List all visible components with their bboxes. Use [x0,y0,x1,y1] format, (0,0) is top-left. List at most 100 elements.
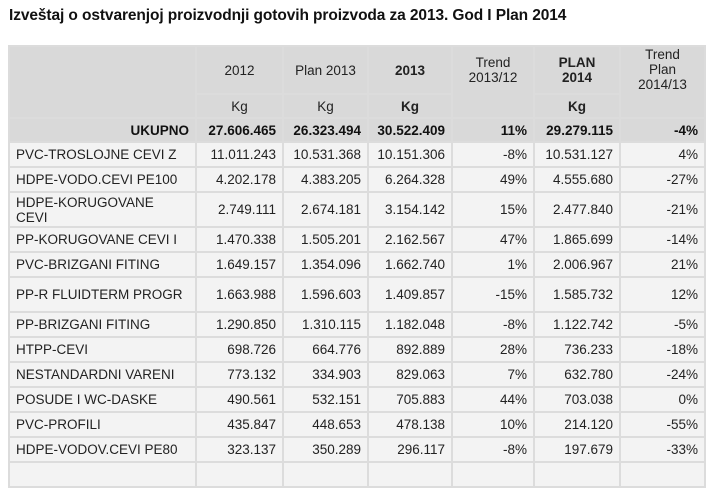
value-plan-2014: 1.585.732 [533,276,621,313]
table-row: HDPE-KORUGOVANE CEVI 2.749.111 2.674.181 3.… [8,191,706,228]
value-plan-2014: 10.531.127 [533,141,621,168]
value-2012: 698.726 [195,336,284,363]
value-plan-2014: 1.865.699 [533,226,621,253]
value-plan-2014: 214.120 [533,411,621,438]
header-2012: 2012 [195,45,284,95]
table-row: POSUDE I WC-DASKE 490.561 532.151 705.883 44… [8,386,706,413]
value-plan-2014: 736.233 [533,336,621,363]
trend-plan-2014-13: 4% [619,141,706,168]
total-row: UKUPNO 27.606.465 26.323.494 30.522.409 … [8,117,706,143]
trend-2013-12 [451,461,535,488]
table-row [8,461,706,488]
value-2013 [367,461,453,488]
value-2013: 1.182.048 [367,311,453,338]
value-2012: 1.663.988 [195,276,284,313]
value-2012: 490.561 [195,386,284,413]
value-plan-2013: 1.596.603 [282,276,369,313]
value-plan-2013: 350.289 [282,436,369,463]
value-plan-2013: 448.653 [282,411,369,438]
value-plan-2013: 664.776 [282,336,369,363]
value-2012: 4.202.178 [195,166,284,193]
trend-plan-2014-13: -21% [619,191,706,228]
value-plan-2013: 532.151 [282,386,369,413]
header-row: 2012 Plan 2013 2013 Trend 2013/12 PLAN 20… [8,45,706,119]
header-trend-2013-12: Trend 2013/12 [451,45,535,119]
table-row: NESTANDARDNI VARENI 773.132 334.903 829.063… [8,361,706,388]
total-2012: 27.606.465 [195,117,284,143]
product-name [8,461,197,488]
value-2012: 323.137 [195,436,284,463]
value-plan-2013: 1.310.115 [282,311,369,338]
value-2013: 2.162.567 [367,226,453,253]
table-row: PVC-TROSLOJNE CEVI Z 11.011.243 10.531.368… [8,141,706,168]
total-2013: 30.522.409 [367,117,453,143]
table-row: HDPE-VODOV.CEVI PE80 323.137 350.289 296.11… [8,436,706,463]
product-name: HTPP-CEVI [8,336,197,363]
product-name: HDPE-KORUGOVANE CEVI [8,191,197,228]
value-2012: 1.649.157 [195,251,284,278]
value-2012: 1.470.338 [195,226,284,253]
product-name: PP-KORUGOVANE CEVI I [8,226,197,253]
total-trend: 11% [451,117,535,143]
table-row: HDPE-VODO.CEVI PE100 4.202.178 4.383.205 6.… [8,166,706,193]
trend-2013-12: 44% [451,386,535,413]
trend-2013-12: -8% [451,436,535,463]
value-2012: 1.290.850 [195,311,284,338]
total-trend-plan: -4% [619,117,706,143]
unit-row: Kg Kg Kg Kg [9,93,705,119]
value-2012: 773.132 [195,361,284,388]
value-2013: 1.409.857 [367,276,453,313]
value-2013: 3.154.142 [367,191,453,228]
trend-2013-12: -15% [451,276,535,313]
value-2012: 11.011.243 [195,141,284,168]
trend-2013-12: 15% [451,191,535,228]
trend-plan-2014-13: -55% [619,411,706,438]
value-plan-2014: 632.780 [533,361,621,388]
table-row: PP-BRIZGANI FITING 1.290.850 1.310.115 1.18… [8,311,706,338]
unit-plan-2014: Kg [533,93,621,119]
product-name: PVC-BRIZGANI FITING [8,251,197,278]
header-trend-plan-2014-13: Trend Plan 2014/13 [619,45,706,119]
product-name: PVC-PROFILI [8,411,197,438]
trend-plan-2014-13: -27% [619,166,706,193]
value-2013: 892.889 [367,336,453,363]
product-name: PVC-TROSLOJNE CEVI Z [8,141,197,168]
value-2013: 10.151.306 [367,141,453,168]
value-plan-2014: 4.555.680 [533,166,621,193]
value-plan-2013: 334.903 [282,361,369,388]
header-plan-2013: Plan 2013 [282,45,369,95]
trend-2013-12: 7% [451,361,535,388]
value-2013: 296.117 [367,436,453,463]
trend-plan-2014-13: 21% [619,251,706,278]
trend-2013-12: -8% [451,141,535,168]
header-plan-2014: PLAN 2014 [533,45,621,95]
value-2013: 6.264.328 [367,166,453,193]
header-empty [8,45,197,119]
trend-plan-2014-13: -14% [619,226,706,253]
trend-plan-2014-13: 12% [619,276,706,313]
unit-2013: Kg [367,93,453,119]
value-plan-2014 [533,461,621,488]
table-row: HTPP-CEVI 698.726 664.776 892.889 28% 736.233… [8,336,706,363]
total-label: UKUPNO [8,117,197,143]
value-plan-2013: 1.354.096 [282,251,369,278]
trend-2013-12: -8% [451,311,535,338]
value-2012: 2.749.111 [195,191,284,228]
trend-plan-2014-13: -33% [619,436,706,463]
trend-2013-12: 28% [451,336,535,363]
unit-2012: Kg [195,93,284,119]
value-plan-2013: 10.531.368 [282,141,369,168]
table-row: PP-KORUGOVANE CEVI I 1.470.338 1.505.201 2.… [8,226,706,253]
product-name: HDPE-VODOV.CEVI PE80 [8,436,197,463]
trend-2013-12: 47% [451,226,535,253]
trend-plan-2014-13 [619,461,706,488]
table-row: PVC-BRIZGANI FITING 1.649.157 1.354.096 1.6… [8,251,706,278]
table-row: PVC-PROFILI 435.847 448.653 478.138 10% 214.1… [8,411,706,438]
value-plan-2013 [282,461,369,488]
value-plan-2013: 1.505.201 [282,226,369,253]
value-plan-2013: 2.674.181 [282,191,369,228]
header-2013: 2013 [367,45,453,95]
value-plan-2014: 2.477.840 [533,191,621,228]
report-title: Izveštaj o ostvarenjoj proizvodnji gotov… [9,7,567,24]
value-plan-2014: 1.122.742 [533,311,621,338]
